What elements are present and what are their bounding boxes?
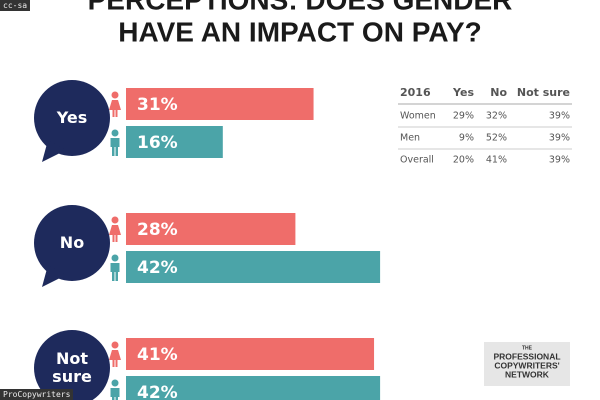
male-icon	[110, 388, 120, 400]
bar	[126, 251, 381, 283]
bar	[126, 213, 296, 245]
male-icon	[111, 379, 119, 387]
logo-text: COPYWRITERS'	[494, 360, 559, 370]
value-label: 31%	[137, 95, 178, 115]
category-label: No	[59, 233, 85, 252]
bar	[126, 126, 223, 158]
speech-bubble	[34, 330, 110, 400]
table-cell: 52%	[486, 133, 507, 144]
male-icon	[110, 138, 120, 156]
male-icon	[111, 129, 119, 137]
table-cell: 39%	[549, 133, 570, 144]
value-label: 28%	[137, 220, 178, 240]
female-icon	[109, 100, 121, 117]
speech-bubble	[34, 80, 110, 156]
watermark: ProCopywriters	[0, 389, 74, 400]
speech-bubble-tail	[42, 265, 66, 287]
logo-text: PROFESSIONAL	[493, 351, 560, 361]
bar	[126, 338, 375, 370]
speech-bubble-tail	[42, 140, 66, 162]
female-icon	[111, 91, 119, 99]
table-header: Not sure	[517, 86, 570, 99]
table-cell: Overall	[400, 155, 434, 166]
table-cell: 29%	[453, 111, 474, 122]
watermark: cc-sa	[0, 0, 31, 11]
female-icon	[109, 225, 121, 242]
table-header: No	[490, 86, 507, 99]
value-label: 16%	[137, 133, 178, 153]
table-cell: Women	[400, 111, 436, 122]
female-icon	[111, 216, 119, 224]
table-header: Yes	[452, 86, 474, 99]
title-line: PERCEPTIONS: DOES GENDER	[88, 0, 513, 15]
table-cell: 39%	[549, 111, 570, 122]
female-icon	[111, 341, 119, 349]
logo-text: THE	[522, 345, 533, 351]
value-label: 42%	[137, 258, 178, 278]
table-cell: 41%	[486, 155, 507, 166]
table-cell: 39%	[549, 155, 570, 166]
title-line: HAVE AN IMPACT ON PAY?	[118, 16, 482, 47]
bar	[126, 88, 314, 120]
male-icon	[110, 263, 120, 281]
logo-box	[484, 342, 570, 386]
speech-bubble	[34, 205, 110, 281]
female-icon	[109, 350, 121, 367]
table-cell: 32%	[486, 111, 507, 122]
category-label: Not sure	[52, 349, 92, 386]
logo-text: NETWORK	[505, 369, 550, 379]
value-label: 42%	[137, 383, 178, 400]
value-label: 41%	[137, 345, 178, 365]
category-label: Yes	[56, 108, 88, 127]
table-cell: 20%	[453, 155, 474, 166]
male-icon	[111, 254, 119, 262]
bar	[126, 376, 381, 400]
table-cell: 9%	[459, 133, 474, 144]
table-header: 2016	[400, 86, 431, 99]
table-cell: Men	[400, 133, 420, 144]
